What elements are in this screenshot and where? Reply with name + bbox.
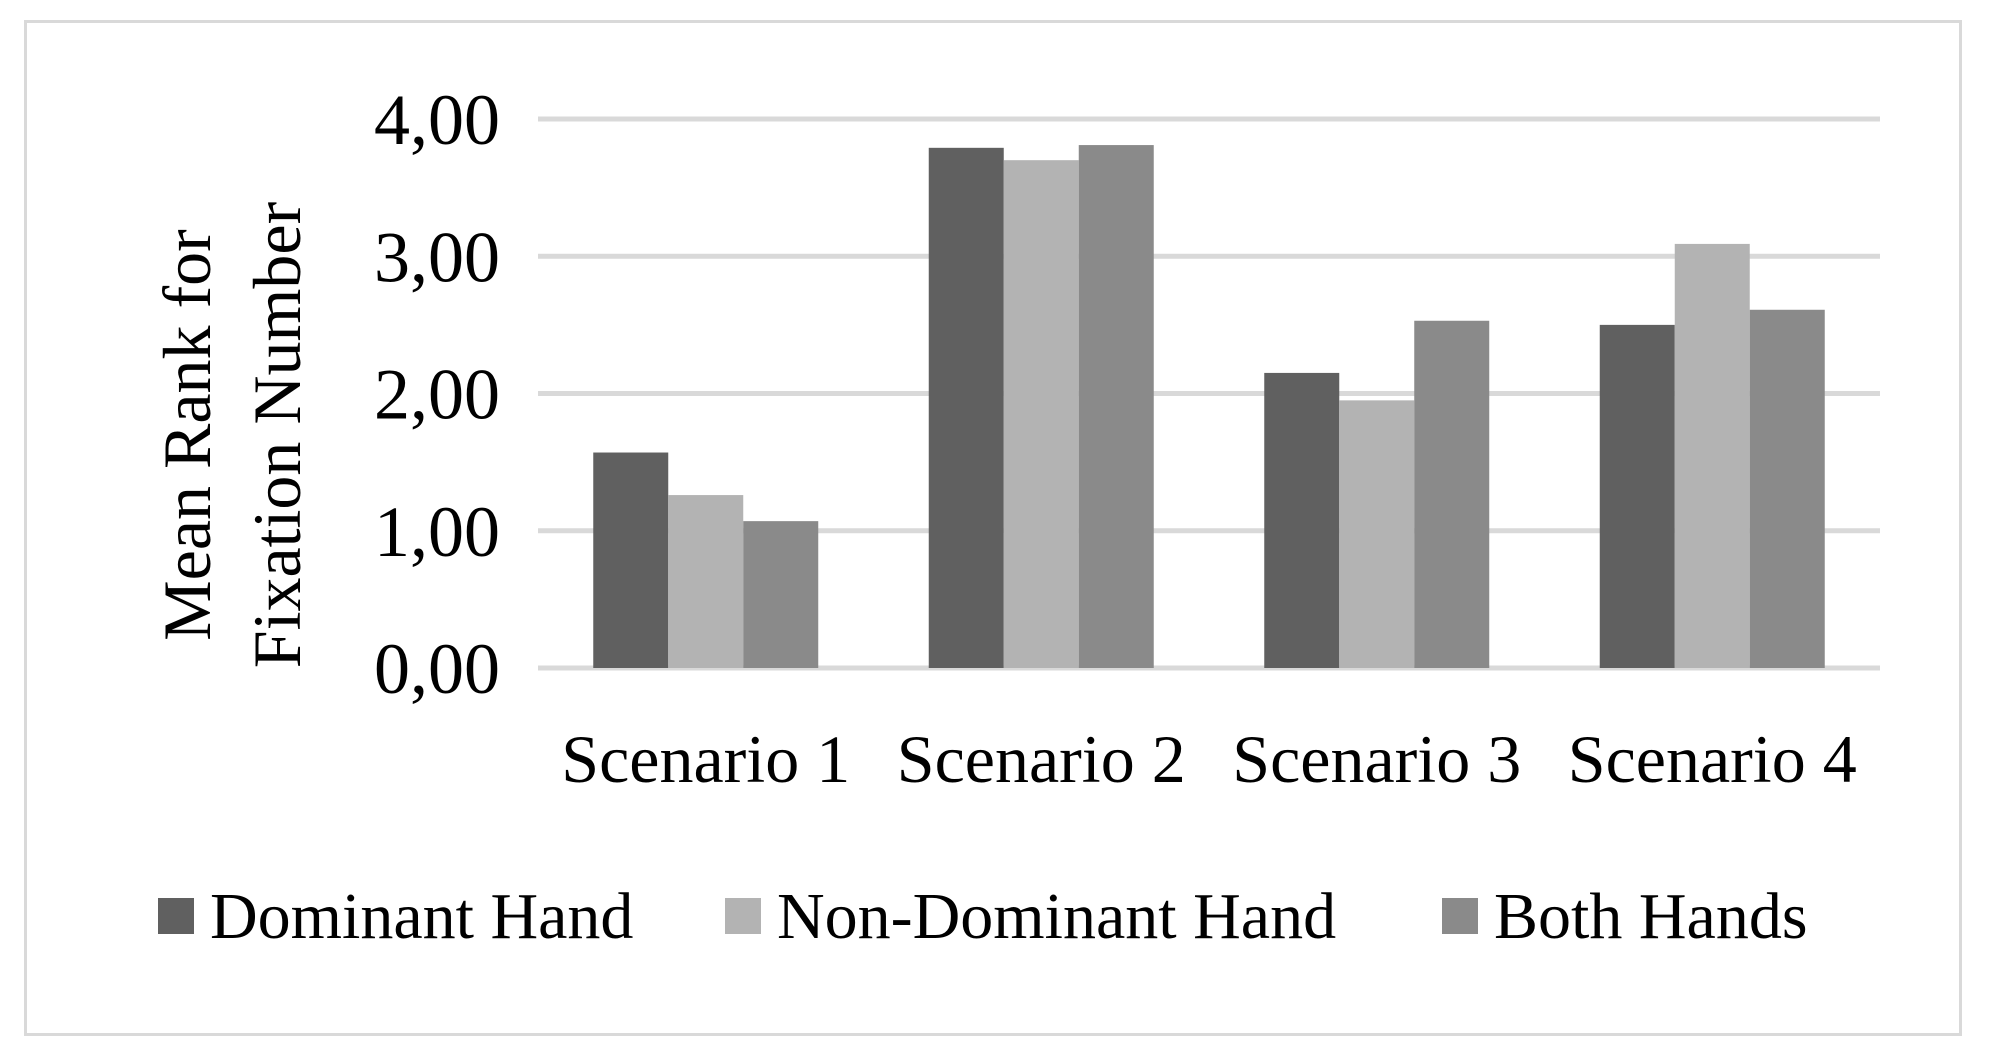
legend: Dominant Hand Non-Dominant Hand Both Hands: [158, 880, 1808, 953]
bar: [1264, 372, 1340, 668]
y-axis-title-line-1: Mean Rank for: [149, 229, 225, 641]
bar: [1599, 324, 1675, 668]
bar: [743, 521, 819, 668]
bar: [593, 452, 669, 668]
legend-label: Dominant Hand: [210, 880, 633, 953]
bar: [928, 147, 1004, 668]
bar: [1414, 320, 1490, 668]
legend-swatch: [1442, 898, 1478, 934]
legend-swatch: [725, 898, 761, 934]
x-category-label: Scenario 4: [1568, 721, 1857, 797]
y-tick-label: 0,00: [374, 629, 500, 709]
y-tick-label: 4,00: [374, 80, 500, 160]
legend-swatch: [158, 898, 194, 934]
y-axis-ticks: 0,00 1,00 2,00 3,00 4,00: [374, 80, 500, 709]
bar: [668, 495, 744, 668]
x-axis-categories: Scenario 1 Scenario 2 Scenario 3 Scenario 4: [561, 721, 1856, 797]
y-tick-label: 2,00: [374, 355, 500, 435]
bar: [1674, 243, 1750, 668]
x-category-label: Scenario 3: [1232, 721, 1521, 797]
y-axis-title: Mean Rank for Fixation Number: [149, 201, 315, 668]
bars: [593, 145, 1825, 669]
x-category-label: Scenario 1: [561, 721, 850, 797]
bar: [1003, 160, 1079, 669]
legend-label: Non-Dominant Hand: [777, 880, 1336, 953]
bar: [1078, 145, 1154, 668]
y-tick-label: 1,00: [374, 492, 500, 572]
legend-label: Both Hands: [1494, 880, 1808, 953]
y-axis-title-line-2: Fixation Number: [239, 201, 315, 668]
bar: [1339, 400, 1415, 668]
bar: [1749, 309, 1825, 668]
y-tick-label: 3,00: [374, 217, 500, 297]
x-category-label: Scenario 2: [897, 721, 1186, 797]
